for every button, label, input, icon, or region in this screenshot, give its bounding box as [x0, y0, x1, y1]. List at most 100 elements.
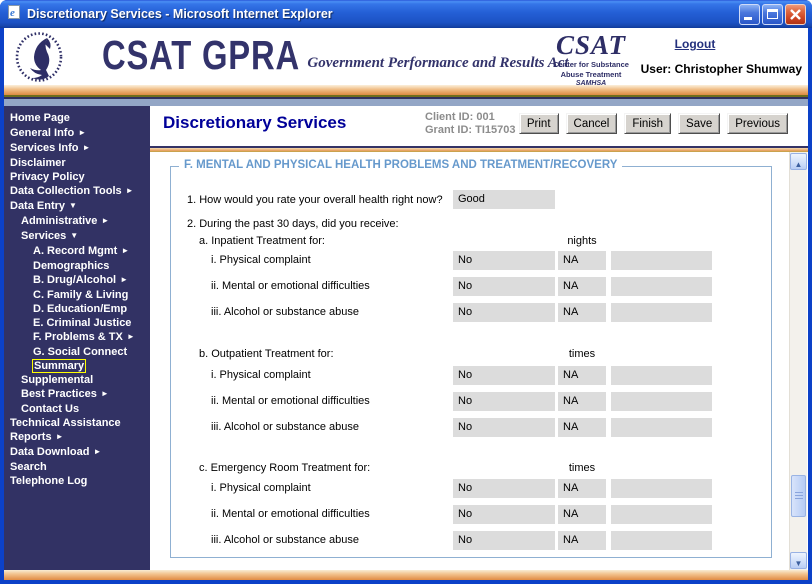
- sidebar-item-search[interactable]: Search: [10, 461, 47, 473]
- header-navy-line: [4, 97, 808, 99]
- scroll-up-icon[interactable]: [790, 153, 807, 170]
- current-user-label: User: Christopher Shumway: [640, 62, 802, 76]
- vertical-scrollbar[interactable]: [789, 152, 807, 570]
- value-field[interactable]: No: [453, 479, 555, 498]
- svg-text:e: e: [10, 7, 15, 19]
- group-c-title: c. Emergency Room Treatment for:: [199, 462, 371, 474]
- sidebar-item-supplemental[interactable]: Supplemental: [21, 374, 94, 386]
- scrollbar-thumb[interactable]: [791, 475, 806, 517]
- close-button[interactable]: [785, 3, 806, 25]
- row-inpatient-alcohol: iii. Alcohol or substance abuse No NA: [171, 303, 771, 323]
- bottom-orange-stripe: [4, 570, 808, 580]
- sidebar-item-general-info[interactable]: General Info ►: [10, 127, 87, 139]
- sidebar-item-contact-us[interactable]: Contact Us: [21, 403, 80, 415]
- submenu-arrow-icon: ►: [126, 332, 135, 341]
- section-f-fieldset: F. MENTAL AND PHYSICAL HEALTH PROBLEMS A…: [170, 159, 772, 558]
- page-title: Discretionary Services: [163, 113, 347, 132]
- submenu-arrow-icon: ►: [78, 128, 87, 137]
- na-field[interactable]: NA: [558, 277, 606, 296]
- group-b-unit-label: times: [568, 348, 596, 360]
- na-field[interactable]: NA: [558, 479, 606, 498]
- sidebar-item-best-practices[interactable]: Best Practices ►: [21, 388, 109, 400]
- na-field[interactable]: NA: [558, 251, 606, 270]
- brand-title: CSAT GPRA: [102, 32, 300, 78]
- cancel-button[interactable]: Cancel: [565, 113, 618, 134]
- submenu-arrow-icon: ►: [93, 447, 102, 456]
- minimize-button[interactable]: [739, 3, 760, 25]
- row-outpatient-mental: ii. Mental or emotional difficulties No …: [171, 392, 771, 412]
- sidebar-item-disclaimer[interactable]: Disclaimer: [10, 157, 66, 169]
- na-field[interactable]: NA: [558, 418, 606, 437]
- sidebar-item-social-connect[interactable]: G. Social Connect: [33, 346, 128, 358]
- value-field[interactable]: No: [453, 251, 555, 270]
- count-field[interactable]: [611, 531, 712, 550]
- row-outpatient-alcohol: iii. Alcohol or substance abuse No NA: [171, 418, 771, 438]
- separator-navy-line: [150, 146, 808, 148]
- group-b-title: b. Outpatient Treatment for:: [199, 348, 334, 360]
- q1-label: 1. How would you rate your overall healt…: [187, 194, 443, 206]
- sidebar-item-home-page[interactable]: Home Page: [10, 112, 70, 124]
- sidebar-item-family-living[interactable]: C. Family & Living: [33, 289, 129, 301]
- value-field[interactable]: No: [453, 505, 555, 524]
- submenu-arrow-icon: ►: [101, 216, 110, 225]
- ie-page-icon: e: [6, 4, 22, 25]
- count-field[interactable]: [611, 479, 712, 498]
- count-field[interactable]: [611, 251, 712, 270]
- hhs-eagle-logo-icon: [14, 31, 64, 88]
- title-bar: e Discretionary Services - Microsoft Int…: [0, 0, 812, 28]
- print-button[interactable]: Print: [518, 113, 559, 134]
- client-id-label: Client ID: 001: [425, 111, 495, 123]
- sidebar-item-record-mgmt[interactable]: A. Record Mgmt ►: [33, 245, 130, 257]
- na-field[interactable]: NA: [558, 505, 606, 524]
- maximize-button[interactable]: [762, 3, 783, 25]
- na-field[interactable]: NA: [558, 366, 606, 385]
- group-a-title: a. Inpatient Treatment for:: [199, 235, 325, 247]
- sidebar-item-education-emp[interactable]: D. Education/Emp: [33, 303, 128, 315]
- value-field[interactable]: No: [453, 418, 555, 437]
- count-field[interactable]: [611, 505, 712, 524]
- value-field[interactable]: No: [453, 303, 555, 322]
- na-field[interactable]: NA: [558, 392, 606, 411]
- count-field[interactable]: [611, 366, 712, 385]
- finish-button[interactable]: Finish: [624, 113, 672, 134]
- sidebar-item-problems-tx[interactable]: F. Problems & TX ►: [33, 331, 135, 343]
- value-field[interactable]: No: [453, 392, 555, 411]
- sidebar-item-services[interactable]: Services ▼: [21, 230, 79, 242]
- value-field[interactable]: No: [453, 277, 555, 296]
- value-field[interactable]: No: [453, 366, 555, 385]
- count-field[interactable]: [611, 392, 712, 411]
- sidebar-item-data-entry[interactable]: Data Entry ▼: [10, 200, 77, 212]
- sidebar-item-privacy-policy[interactable]: Privacy Policy: [10, 171, 85, 183]
- na-field[interactable]: NA: [558, 303, 606, 322]
- sidebar-item-technical-assistance[interactable]: Technical Assistance: [10, 417, 121, 429]
- na-field[interactable]: NA: [558, 531, 606, 550]
- value-field[interactable]: No: [453, 531, 555, 550]
- sidebar-item-summary[interactable]: Summary: [31, 359, 87, 373]
- sidebar-item-administrative[interactable]: Administrative ►: [21, 215, 110, 227]
- submenu-arrow-icon: ►: [82, 143, 91, 152]
- grant-id-label: Grant ID: TI15703: [425, 124, 516, 136]
- logout-link[interactable]: Logout: [674, 37, 716, 51]
- previous-button[interactable]: Previous: [727, 113, 788, 134]
- sidebar-item-criminal-justice[interactable]: E. Criminal Justice: [33, 317, 132, 329]
- sidebar-item-telephone-log[interactable]: Telephone Log: [10, 475, 88, 487]
- window-title: Discretionary Services - Microsoft Inter…: [27, 7, 333, 21]
- scroll-down-icon[interactable]: [790, 552, 807, 569]
- submenu-arrow-icon: ►: [120, 275, 129, 284]
- count-field[interactable]: [611, 418, 712, 437]
- brand-lockup: CSAT GPRA Government Performance and Res…: [102, 30, 569, 80]
- sidebar-item-demographics[interactable]: Demographics: [33, 260, 110, 272]
- row-emergency-alcohol: iii. Alcohol or substance abuse No NA: [171, 531, 771, 551]
- count-field[interactable]: [611, 303, 712, 322]
- app-header: CSAT GPRA Government Performance and Res…: [4, 28, 808, 88]
- sidebar-item-services-info[interactable]: Services Info ►: [10, 142, 91, 154]
- q1-health-field[interactable]: Good: [453, 190, 555, 209]
- count-field[interactable]: [611, 277, 712, 296]
- submenu-arrow-icon: ►: [100, 389, 109, 398]
- sidebar-item-data-collection-tools[interactable]: Data Collection Tools ►: [10, 185, 134, 197]
- sidebar-item-data-download[interactable]: Data Download ►: [10, 446, 102, 458]
- sidebar-item-reports[interactable]: Reports ►: [10, 431, 64, 443]
- save-button[interactable]: Save: [678, 113, 721, 134]
- sidebar-item-drug-alcohol[interactable]: B. Drug/Alcohol ►: [33, 274, 129, 286]
